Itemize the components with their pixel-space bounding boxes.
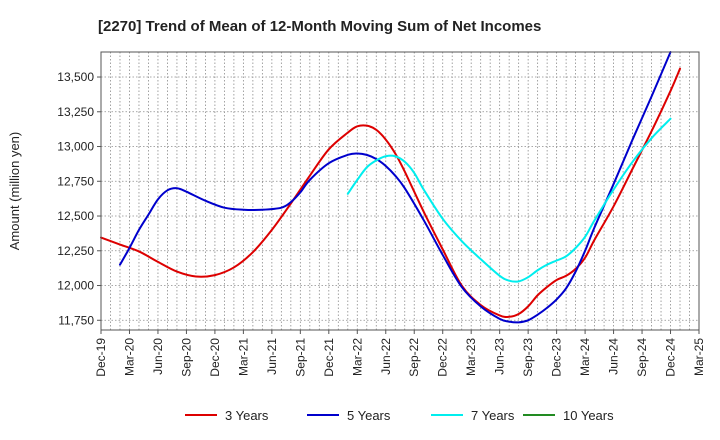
x-tick-label: Jun-21: [265, 338, 279, 375]
legend: 3 Years 5 Years 7 Years 10 Years: [185, 408, 614, 423]
legend-label-1: 3 Years: [225, 408, 269, 423]
x-tick-label: Sep-24: [635, 338, 649, 377]
x-tick-label: Dec-24: [664, 338, 678, 377]
x-tick-label: Dec-22: [436, 338, 450, 377]
legend-label-2: 5 Years: [347, 408, 391, 423]
y-gridlines: [101, 76, 699, 321]
x-tick-label: Jun-24: [607, 338, 621, 375]
y-tick-label: 12,250: [57, 244, 94, 258]
x-tick-label: Dec-19: [94, 338, 108, 377]
x-tick-label: Mar-25: [692, 338, 706, 376]
y-tick-label: 11,750: [58, 313, 94, 327]
y-axis-ticks: 11,750 12,000 12,250 12,500 12,750 13,000 13,2…: [57, 70, 101, 327]
y-tick-label: 12,500: [57, 209, 94, 223]
chart-title: [2270] Trend of Mean of 12-Month Moving …: [98, 18, 541, 35]
x-tick-label: Dec-23: [550, 338, 564, 377]
plot-background: [101, 52, 699, 330]
x-axis-ticks: Dec-19 Mar-20 Jun-20 Sep-20 Dec-20 Mar-21 Jun-…: [94, 330, 706, 377]
x-tick-label: Sep-22: [407, 338, 421, 377]
plot-frame: [100, 51, 700, 331]
y-tick-label: 13,000: [57, 140, 94, 154]
y-tick-label: 13,500: [57, 70, 94, 84]
x-tick-label: Mar-21: [236, 338, 250, 376]
x-tick-label: Sep-20: [179, 338, 193, 377]
x-tick-label: Jun-20: [151, 338, 165, 375]
legend-label-4: 10 Years: [563, 408, 614, 423]
y-tick-label: 13,250: [57, 105, 94, 119]
x-tick-label: Dec-20: [208, 338, 222, 377]
legend-label-3: 7 Years: [471, 408, 515, 423]
y-tick-label: 12,000: [57, 279, 94, 293]
x-tick-label: Sep-23: [521, 338, 535, 377]
x-tick-label: Mar-23: [464, 338, 478, 376]
y-axis-label: Amount (million yen): [7, 132, 22, 251]
x-tick-label: Sep-21: [293, 338, 307, 377]
x-tick-label: Jun-23: [493, 338, 507, 375]
x-tick-label: Mar-24: [578, 338, 592, 376]
x-tick-label: Dec-21: [322, 338, 336, 377]
x-tick-label: Mar-20: [122, 338, 136, 376]
x-tick-label: Jun-22: [379, 338, 393, 375]
series-line-3: [346, 117, 672, 283]
series-lines: [100, 51, 682, 324]
series-line-2: [118, 51, 672, 324]
x-tick-label: Mar-22: [350, 338, 364, 376]
y-tick-label: 12,750: [57, 174, 94, 188]
x-gridlines: [110, 52, 690, 330]
